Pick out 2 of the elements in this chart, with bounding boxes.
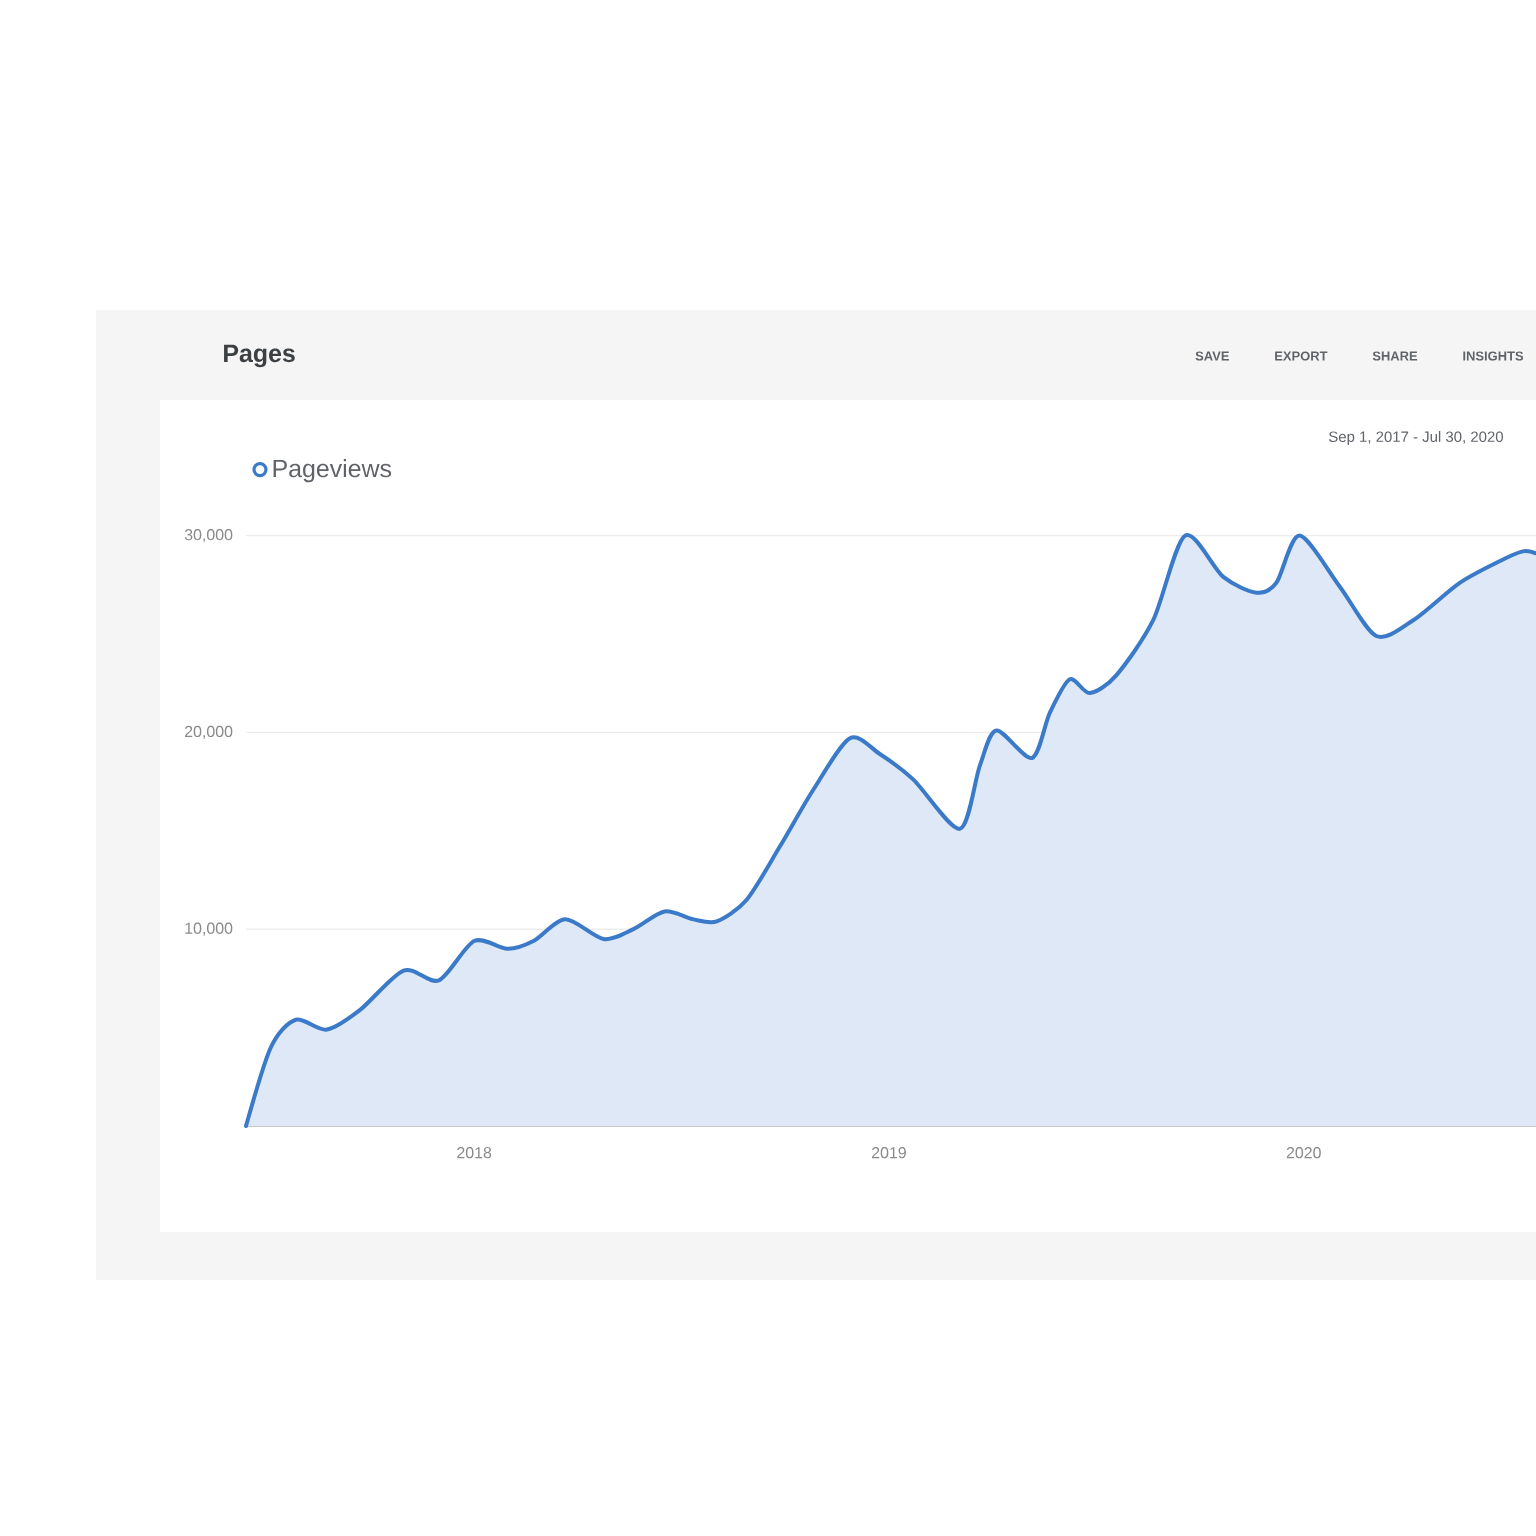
legend-label: Pageviews [273,459,392,483]
chart-title: Pages [224,344,295,368]
